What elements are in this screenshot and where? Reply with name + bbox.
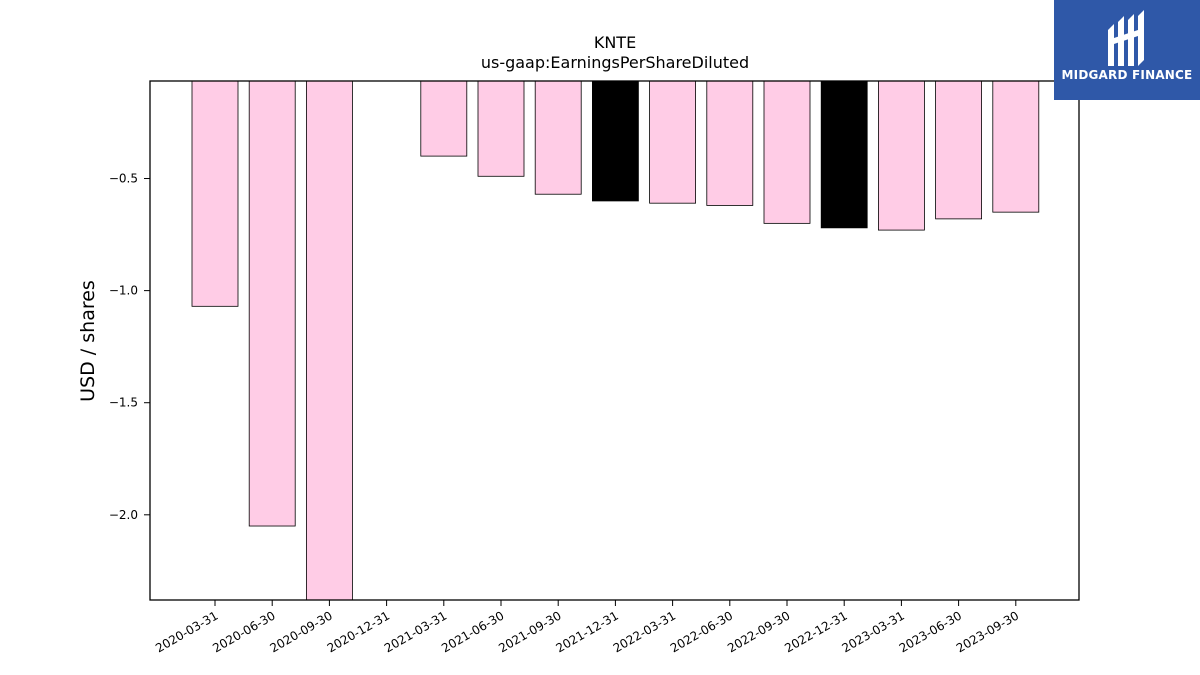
bar-2023-09-30 (992, 80, 1040, 213)
x-tick-label-2021-06-30: 2021-06-30 (439, 608, 506, 655)
bar-2021-06-30 (477, 80, 525, 177)
plot-frame (149, 80, 1080, 601)
x-tick-label-2021-03-31: 2021-03-31 (382, 608, 449, 655)
x-tick-label-2020-12-31: 2020-12-31 (325, 608, 392, 655)
x-axis: 2020-03-312020-06-302020-09-302020-12-31… (153, 600, 1021, 655)
x-tick-label-2021-12-31: 2021-12-31 (553, 608, 620, 655)
y-axis: −2.0 −1.5 −1.0 −0.5 (109, 172, 150, 522)
midgard-logo-icon (1108, 10, 1144, 66)
y-axis-label: USD / shares (77, 280, 99, 402)
x-tick-label-2022-12-31: 2022-12-31 (782, 608, 849, 655)
bar-2021-12-31 (592, 80, 639, 202)
x-tick-label-2020-09-30: 2020-09-30 (267, 608, 334, 655)
x-tick-label-2023-06-30: 2023-06-30 (897, 608, 964, 655)
midgard-finance-logo: MIDGARD FINANCE (1054, 0, 1200, 100)
y-tick-label--0.5: −0.5 (109, 172, 138, 186)
bar-2021-03-31 (420, 80, 468, 157)
x-tick-label-2023-09-30: 2023-09-30 (954, 608, 1021, 655)
bar-2020-03-31 (191, 80, 239, 307)
bar-2023-06-30 (935, 80, 982, 220)
x-tick-label-2021-09-30: 2021-09-30 (496, 608, 563, 655)
bar-2022-12-31 (820, 80, 868, 229)
x-tick-label-2020-03-31: 2020-03-31 (153, 608, 220, 655)
chart-subtitle: us-gaap:EarningsPerShareDiluted (481, 53, 749, 72)
y-tick-label--1.5: −1.5 (109, 396, 138, 410)
bar-2020-09-30 (305, 80, 353, 601)
chart-title: KNTE (594, 33, 636, 52)
bar-2023-03-31 (878, 80, 925, 231)
x-tick-label-2022-06-30: 2022-06-30 (668, 608, 735, 655)
y-tick-label--1: −1.0 (109, 284, 138, 298)
x-tick-label-2022-03-31: 2022-03-31 (611, 608, 678, 655)
bar-2021-09-30 (534, 80, 582, 195)
x-tick-label-2020-06-30: 2020-06-30 (210, 608, 277, 655)
y-tick-label--2: −2.0 (109, 508, 138, 522)
bar-2020-06-30 (248, 80, 296, 527)
bars-group (191, 80, 1040, 601)
x-tick-label-2023-03-31: 2023-03-31 (839, 608, 906, 655)
bar-2022-03-31 (649, 80, 696, 204)
bar-2022-06-30 (706, 80, 754, 206)
logo-brand-text: MIDGARD FINANCE (1061, 68, 1193, 82)
bar-2022-09-30 (763, 80, 811, 224)
x-tick-label-2022-09-30: 2022-09-30 (725, 608, 792, 655)
